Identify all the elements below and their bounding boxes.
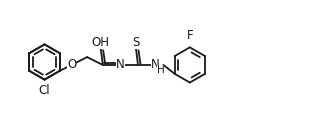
Text: F: F [187,30,193,43]
Text: H: H [157,65,164,75]
Text: N: N [116,58,125,71]
Text: OH: OH [92,36,110,49]
Text: Cl: Cl [39,84,50,98]
Text: N: N [151,58,160,71]
Text: S: S [132,36,140,49]
Text: O: O [67,58,76,71]
